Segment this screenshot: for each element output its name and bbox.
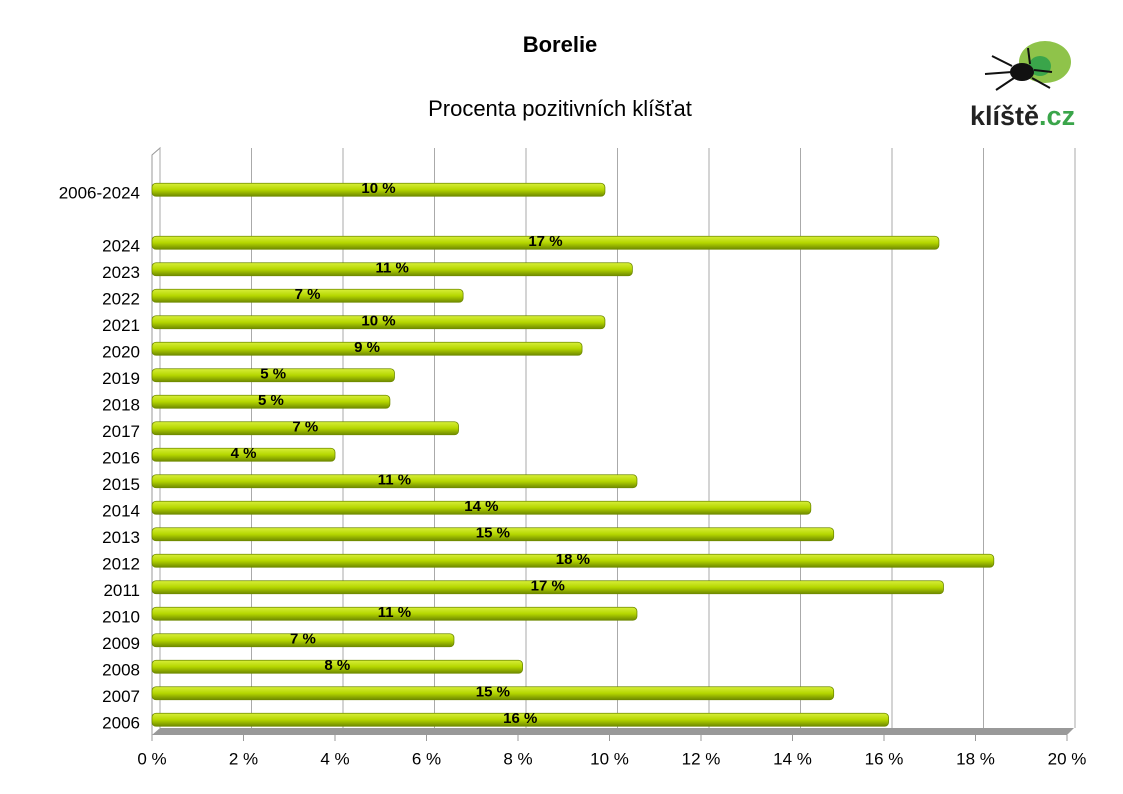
y-tick-label: 2017 (102, 422, 140, 441)
y-tick-label: 2013 (102, 528, 140, 547)
bar (151, 182, 606, 197)
y-tick-label: 2015 (102, 475, 140, 494)
y-tick-label: 2006 (102, 714, 140, 733)
bar (151, 712, 889, 727)
logo-domain: .cz (1039, 101, 1075, 131)
bar (151, 262, 633, 277)
value-label: 15 % (476, 684, 510, 701)
y-tick-label: 2020 (102, 343, 140, 362)
bar (151, 235, 940, 250)
x-tick-label: 0 % (137, 749, 166, 768)
y-tick-label: 2012 (102, 555, 140, 574)
y-tick-label: 2010 (102, 608, 140, 627)
value-label: 11 % (376, 260, 409, 277)
y-tick-label: 2022 (102, 290, 140, 309)
logo-legs (984, 47, 1053, 91)
bar (151, 341, 583, 356)
bar (151, 421, 459, 436)
value-label: 5 % (258, 392, 284, 409)
value-label: 10 % (361, 180, 395, 197)
value-label: 7 % (290, 631, 316, 648)
bar (151, 368, 395, 383)
y-tick-label: 2006-2024 (59, 184, 140, 203)
value-label: 16 % (503, 710, 537, 727)
bar (151, 553, 995, 568)
bar (151, 288, 464, 303)
y-tick-label: 2016 (102, 449, 140, 468)
bar (151, 394, 391, 409)
y-tick-label: 2024 (102, 237, 140, 256)
bar (151, 606, 638, 621)
bar (151, 447, 336, 462)
y-tick-label: 2008 (102, 661, 140, 680)
y-tick-label: 2021 (102, 316, 140, 335)
bar (151, 633, 455, 648)
floor (152, 728, 1074, 735)
logo-text: klíště.cz (970, 101, 1075, 131)
y-tick-label: 2011 (103, 581, 140, 600)
value-label: 5 % (260, 366, 286, 383)
x-tick-label: 14 % (773, 749, 812, 768)
logo: klíště.cz (970, 41, 1075, 131)
bar (151, 686, 835, 701)
value-label: 7 % (292, 419, 318, 436)
bar (151, 315, 606, 330)
value-label: 10 % (361, 313, 395, 330)
y-tick-label: 2007 (102, 687, 140, 706)
value-label: 17 % (531, 578, 565, 595)
bar (151, 474, 638, 489)
logo-name: klíště (970, 101, 1039, 131)
bar (151, 659, 523, 674)
value-label: 8 % (324, 657, 350, 674)
value-label: 18 % (556, 551, 590, 568)
logo-tick (1010, 63, 1034, 81)
x-tick-label: 12 % (682, 749, 721, 768)
chart-title: Borelie (523, 32, 598, 57)
value-label: 9 % (354, 339, 380, 356)
x-tick-label: 2 % (229, 749, 258, 768)
value-label: 17 % (528, 233, 562, 250)
y-tick-label: 2019 (102, 369, 140, 388)
x-tick-label: 8 % (503, 749, 532, 768)
y-tick-label: 2009 (102, 634, 140, 653)
value-label: 4 % (231, 445, 257, 462)
value-label: 15 % (476, 525, 510, 542)
bar (151, 580, 944, 595)
value-label: 7 % (295, 286, 321, 303)
value-label: 11 % (378, 472, 411, 489)
x-tick-label: 18 % (956, 749, 995, 768)
x-tick-label: 6 % (412, 749, 441, 768)
x-tick-label: 20 % (1048, 749, 1087, 768)
value-label: 14 % (464, 498, 498, 515)
y-tick-label: 2014 (102, 502, 140, 521)
x-tick-label: 10 % (590, 749, 629, 768)
chart-subtitle: Procenta pozitivních klíšťat (428, 96, 692, 121)
bar (151, 527, 835, 542)
y-tick-label: 2023 (102, 263, 140, 282)
x-tick-label: 16 % (865, 749, 904, 768)
value-label: 11 % (378, 604, 411, 621)
x-tick-label: 4 % (320, 749, 349, 768)
bar (151, 500, 812, 515)
y-tick-label: 2018 (102, 396, 140, 415)
